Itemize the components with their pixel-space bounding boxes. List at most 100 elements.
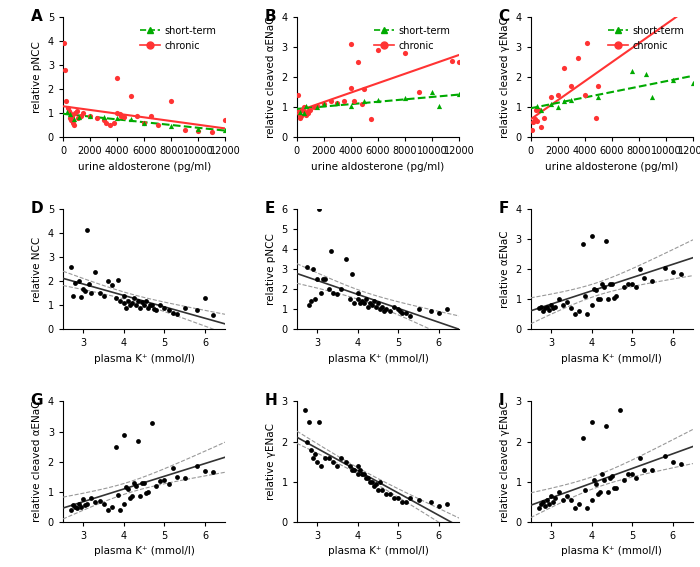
Point xyxy=(631,473,642,482)
Point xyxy=(359,84,370,94)
Point xyxy=(379,307,390,316)
Point xyxy=(120,303,132,312)
Point xyxy=(304,105,316,115)
Point xyxy=(193,126,204,136)
Point xyxy=(570,503,581,512)
Point xyxy=(66,263,77,272)
Point xyxy=(372,45,384,54)
Point xyxy=(676,269,687,278)
Point xyxy=(547,497,559,506)
Point xyxy=(400,49,411,58)
Point xyxy=(293,91,304,100)
Point xyxy=(348,465,359,474)
Point xyxy=(69,278,80,287)
Text: E: E xyxy=(265,201,274,216)
Point xyxy=(159,303,170,312)
Point xyxy=(340,255,351,264)
Point xyxy=(147,418,158,427)
Point xyxy=(586,232,597,241)
Point xyxy=(566,95,577,104)
Point xyxy=(134,492,146,501)
Point xyxy=(574,499,585,508)
Point xyxy=(82,225,93,234)
Point xyxy=(74,499,85,508)
Point xyxy=(141,489,152,498)
Point xyxy=(111,113,122,122)
Point xyxy=(69,502,80,511)
Point xyxy=(94,496,105,505)
Point xyxy=(220,116,231,125)
Point xyxy=(580,485,591,494)
Point xyxy=(635,453,646,462)
Point xyxy=(314,417,325,426)
Point xyxy=(220,125,231,134)
Point xyxy=(381,489,392,498)
Point xyxy=(295,110,306,119)
Point xyxy=(59,39,70,48)
X-axis label: plasma K⁺ (mmol/l): plasma K⁺ (mmol/l) xyxy=(94,546,195,556)
Point xyxy=(454,57,465,66)
Point xyxy=(602,295,613,304)
Point xyxy=(344,461,355,470)
Point xyxy=(86,289,97,298)
Point xyxy=(332,98,343,107)
Point xyxy=(301,110,312,119)
Point xyxy=(604,473,615,482)
Point xyxy=(146,111,157,120)
Point xyxy=(294,113,305,122)
Point xyxy=(550,493,561,502)
Y-axis label: relative NCC: relative NCC xyxy=(32,236,42,302)
Point xyxy=(294,107,305,116)
Point xyxy=(578,433,589,442)
Point xyxy=(75,111,86,120)
Point xyxy=(208,311,219,320)
Point xyxy=(615,405,626,414)
Point xyxy=(346,465,357,474)
Point xyxy=(64,106,75,115)
Point xyxy=(150,306,162,315)
Point xyxy=(442,499,453,508)
Point xyxy=(372,485,384,494)
Point xyxy=(667,75,678,84)
Point xyxy=(545,100,557,109)
Point xyxy=(134,303,146,312)
Point xyxy=(638,465,650,474)
Point xyxy=(687,79,699,88)
Point xyxy=(598,283,609,292)
Point xyxy=(316,289,327,298)
Point xyxy=(370,479,382,488)
X-axis label: plasma K⁺ (mmol/l): plasma K⁺ (mmol/l) xyxy=(561,546,662,556)
Point xyxy=(307,265,318,274)
Point xyxy=(303,301,314,310)
Point xyxy=(326,247,337,256)
Point xyxy=(66,116,77,125)
Point xyxy=(374,305,386,314)
Point xyxy=(433,309,444,318)
Point xyxy=(112,490,123,499)
Y-axis label: relative pNCC: relative pNCC xyxy=(266,234,276,305)
Point xyxy=(413,495,424,504)
Point xyxy=(127,298,138,307)
Point xyxy=(550,302,561,311)
Point xyxy=(590,113,601,122)
Point xyxy=(67,501,78,510)
Point xyxy=(533,105,545,115)
Point xyxy=(582,38,593,47)
Point xyxy=(667,268,678,277)
Point xyxy=(543,306,554,315)
Point xyxy=(76,502,87,511)
Point xyxy=(659,451,670,460)
Point xyxy=(622,280,634,289)
Point xyxy=(101,118,112,127)
Point xyxy=(85,111,96,120)
Point xyxy=(368,297,379,306)
Point xyxy=(676,459,687,468)
Y-axis label: relative pNCC: relative pNCC xyxy=(32,41,42,113)
Point xyxy=(588,284,599,293)
Point xyxy=(442,305,453,314)
Point xyxy=(127,492,138,501)
Point xyxy=(179,303,190,312)
Point xyxy=(166,96,177,105)
Point xyxy=(191,462,202,471)
X-axis label: plasma K⁺ (mmol/l): plasma K⁺ (mmol/l) xyxy=(328,354,428,364)
